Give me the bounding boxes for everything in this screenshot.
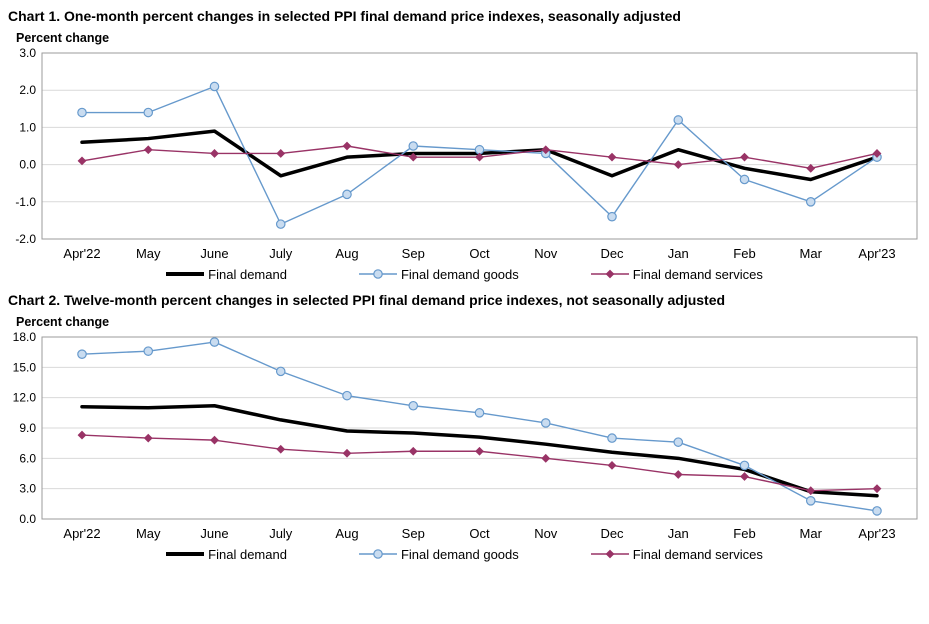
svg-text:15.0: 15.0 (13, 360, 37, 374)
chart1-plot-area: 3.0 2.0 1.0 0.0 -1.0 -2.0 Apr'22 May June July Aug… (15, 47, 918, 261)
svg-text:Dec: Dec (600, 526, 624, 541)
chart2-plot-area: 18.0 15.0 12.0 9.0 6.0 3.0 0.0 Apr'22 May June Jul… (13, 331, 918, 541)
chart2-title: Chart 2. Twelve-month percent changes in… (8, 291, 726, 308)
svg-text:Apr'22: Apr'22 (63, 526, 100, 541)
svg-text:Mar: Mar (800, 246, 823, 261)
legend-item-final-demand-goods: Final demand goods (358, 266, 519, 282)
legend-label: Final demand (208, 266, 287, 282)
final-demand-line-swatch-icon (166, 272, 205, 277)
svg-text:May: May (136, 246, 161, 261)
svg-text:Mar: Mar (800, 526, 823, 541)
svg-text:0.0: 0.0 (19, 157, 36, 171)
svg-text:June: June (200, 526, 228, 541)
svg-text:3.0: 3.0 (19, 481, 36, 495)
svg-text:Apr'23: Apr'23 (858, 246, 895, 261)
chart1-title: Chart 1. One-month percent changes in se… (8, 8, 681, 24)
svg-text:Oct: Oct (469, 246, 490, 261)
legend-label: Final demand goods (400, 266, 519, 282)
legend-item-final-demand-services: Final demand services (590, 266, 763, 282)
svg-text:Aug: Aug (335, 246, 358, 261)
legend-label: Final demand (208, 546, 287, 562)
svg-text:-1.0: -1.0 (15, 195, 36, 209)
svg-text:Feb: Feb (733, 246, 755, 261)
legend-item-final-demand-services: Final demand services (590, 546, 763, 562)
goods-line-swatch-icon (358, 269, 397, 280)
svg-text:Feb: Feb (733, 526, 755, 541)
legend-item-final-demand: Final demand (166, 267, 287, 282)
svg-text:July: July (269, 526, 293, 541)
chart2-legend: Final demand Final demand goods Final de… (8, 547, 921, 562)
svg-text:Sep: Sep (402, 246, 425, 261)
goods-line-swatch-icon (358, 549, 397, 559)
svg-text:Dec: Dec (600, 246, 624, 261)
legend-item-final-demand: Final demand (166, 547, 287, 562)
svg-text:Nov: Nov (534, 526, 558, 541)
svg-text:-2.0: -2.0 (15, 232, 36, 246)
svg-text:2.0: 2.0 (19, 83, 36, 97)
chart2-yaxis-unit-label: Percent change (16, 314, 110, 329)
svg-text:Apr'23: Apr'23 (858, 526, 895, 541)
svg-text:Jan: Jan (668, 246, 689, 261)
chart2-section: Chart 2. Twelve-month percent changes in… (0, 292, 929, 562)
svg-text:July: July (269, 246, 293, 261)
svg-text:June: June (200, 246, 228, 261)
svg-text:Nov: Nov (534, 246, 558, 261)
svg-text:May: May (136, 526, 161, 541)
legend-label: Final demand services (632, 546, 763, 562)
chart1-section: Chart 1. One-month percent changes in se… (0, 8, 929, 282)
svg-text:Oct: Oct (469, 526, 490, 541)
svg-text:6.0: 6.0 (19, 451, 36, 465)
svg-text:Jan: Jan (668, 526, 689, 541)
svg-text:Sep: Sep (402, 526, 425, 541)
chart1-legend: Final demand Final demand goods Final de… (8, 267, 921, 282)
svg-text:Apr'22: Apr'22 (63, 246, 100, 261)
legend-item-final-demand-goods: Final demand goods (358, 546, 519, 562)
chart1-yaxis-unit-label: Percent change (16, 30, 110, 45)
svg-text:12.0: 12.0 (13, 390, 37, 404)
svg-text:1.0: 1.0 (19, 120, 36, 134)
svg-text:3.0: 3.0 (19, 47, 36, 60)
svg-text:9.0: 9.0 (19, 421, 36, 435)
svg-text:18.0: 18.0 (13, 331, 37, 344)
legend-label: Final demand services (632, 266, 763, 282)
svg-text:Aug: Aug (335, 526, 358, 541)
services-line-swatch-icon (590, 269, 629, 279)
legend-label: Final demand goods (400, 546, 519, 562)
services-line-swatch-icon (590, 549, 629, 559)
final-demand-line-swatch-icon (166, 552, 205, 557)
svg-text:0.0: 0.0 (19, 512, 36, 526)
